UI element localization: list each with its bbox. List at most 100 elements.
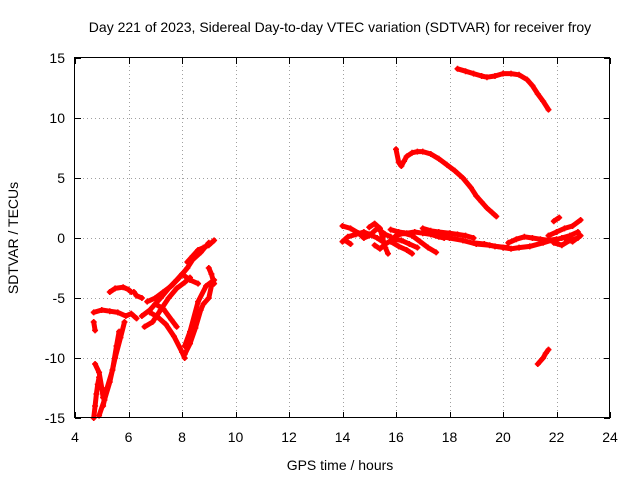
data-point-marker — [401, 158, 408, 165]
data-point-marker — [409, 149, 416, 156]
data-point-marker — [414, 244, 421, 251]
data-point-marker — [491, 243, 498, 250]
data-point-marker — [113, 343, 120, 349]
data-point-marker — [138, 295, 145, 301]
data-point-marker — [371, 220, 378, 227]
data-point-marker — [409, 232, 416, 239]
data-point-marker — [141, 323, 148, 330]
data-point-marker — [184, 259, 191, 265]
data-point-marker — [121, 319, 128, 325]
data-point-marker — [366, 231, 373, 238]
data-point-marker — [203, 283, 210, 289]
data-point-marker — [569, 223, 576, 229]
data-point-marker — [165, 285, 172, 292]
data-point-marker — [187, 328, 194, 335]
data-point-marker — [146, 309, 153, 316]
data-point-marker — [550, 218, 557, 225]
data-point-marker — [379, 235, 386, 241]
data-point-marker — [489, 209, 496, 216]
data-point-marker — [130, 289, 137, 295]
data-point-marker — [454, 65, 461, 72]
data-point-marker — [152, 295, 159, 301]
data-point-marker — [417, 238, 424, 245]
data-point-marker — [409, 250, 416, 257]
data-point-marker — [162, 321, 169, 328]
data-point-marker — [106, 308, 113, 315]
data-point-marker — [446, 235, 453, 241]
data-point-marker — [106, 289, 113, 295]
series-track-3 — [100, 329, 122, 409]
data-point-marker — [360, 235, 367, 241]
data-point-marker — [561, 235, 568, 241]
data-point-marker — [393, 146, 399, 153]
data-point-marker — [100, 403, 107, 409]
data-point-marker — [376, 225, 383, 232]
plot-frame — [74, 57, 610, 418]
data-point-marker — [205, 242, 212, 249]
data-point-marker — [577, 232, 584, 239]
data-point-marker — [470, 239, 477, 246]
data-point-marker — [558, 242, 565, 249]
data-point-marker — [93, 391, 100, 397]
data-point-marker — [545, 232, 552, 239]
data-point-marker — [149, 319, 156, 325]
data-point-marker — [160, 305, 167, 312]
data-point-marker — [406, 241, 413, 247]
axis-ticks: 4 6 8 10 12 14 16 18 20 22 24 15 10 5 0 -5 -10 -15 — [45, 50, 618, 445]
data-point-marker — [556, 214, 563, 221]
data-point-marker — [425, 244, 432, 251]
y-axis-label: SDTVAR / TECUs — [5, 182, 21, 294]
data-point-marker — [184, 265, 191, 271]
data-point-marker — [462, 68, 469, 75]
data-point-marker — [120, 284, 127, 291]
data-point-marker — [526, 243, 533, 250]
data-point-marker — [516, 71, 523, 78]
data-point-marker — [211, 280, 218, 287]
data-point-marker — [545, 106, 552, 113]
data-point-marker — [459, 237, 466, 244]
data-point-marker — [534, 91, 541, 97]
series-track-37 — [535, 347, 551, 367]
data-point-marker — [96, 369, 103, 376]
data-point-marker — [451, 167, 458, 174]
data-point-marker — [112, 285, 119, 292]
chart-title: Day 221 of 2023, Sidereal Day-to-day VTE… — [89, 19, 591, 35]
data-point-marker — [114, 309, 121, 316]
data-point-marker — [521, 233, 528, 240]
data-point-marker — [569, 238, 576, 245]
data-point-marker — [168, 316, 175, 323]
data-point-marker — [493, 213, 500, 220]
x-tick-label: 6 — [125, 429, 133, 445]
data-point-marker — [508, 70, 515, 77]
series-track-18 — [340, 223, 394, 241]
data-point-marker — [395, 243, 402, 250]
data-point-marker — [352, 231, 359, 238]
x-tick-label: 4 — [71, 429, 79, 445]
data-point-marker — [339, 223, 346, 229]
data-point-marker — [574, 229, 581, 235]
data-point-marker — [553, 229, 560, 235]
data-point-marker — [92, 327, 99, 334]
data-point-marker — [478, 199, 485, 205]
data-point-marker — [537, 236, 544, 243]
data-point-marker — [157, 295, 164, 301]
data-point-marker — [529, 82, 536, 89]
data-point-marker — [205, 295, 212, 301]
data-point-marker — [347, 225, 354, 232]
data-point-marker — [433, 232, 440, 239]
data-point-marker — [122, 313, 129, 319]
data-point-marker — [374, 235, 381, 241]
data-point-marker — [467, 184, 474, 191]
data-point-marker — [173, 277, 180, 283]
data-point-marker — [401, 230, 408, 237]
data-point-marker — [419, 148, 426, 155]
y-tick-label: -15 — [45, 410, 65, 426]
data-point-marker — [187, 274, 194, 281]
data-point-marker — [173, 285, 180, 292]
data-point-marker — [542, 350, 549, 357]
data-point-marker — [179, 271, 185, 277]
data-point-marker — [90, 309, 97, 316]
data-point-marker — [100, 394, 107, 401]
data-point-marker — [478, 73, 485, 79]
data-point-marker — [384, 250, 391, 257]
